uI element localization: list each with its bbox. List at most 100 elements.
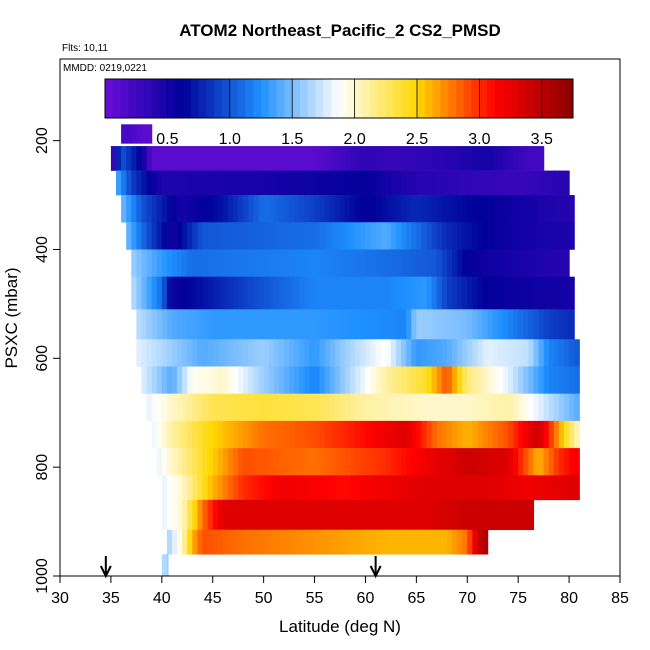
heatmap-cell [268, 448, 275, 476]
heatmap-cell [396, 276, 402, 310]
heatmap-cell [207, 475, 214, 501]
heatmap-cell [457, 529, 463, 555]
heatmap-cell [319, 529, 326, 555]
heatmap-cell [431, 170, 438, 196]
heatmap-cell [538, 249, 545, 277]
heatmap-cell [345, 170, 351, 196]
heatmap-cell [365, 195, 372, 223]
heatmap-cell [553, 276, 560, 310]
heatmap-cell [569, 309, 575, 340]
heatmap-cell [202, 393, 209, 422]
heatmap-cell [253, 475, 260, 501]
heatmap-cell [177, 393, 183, 422]
heatmap-cell [202, 448, 209, 476]
heatmap-cell [156, 339, 163, 367]
heatmap-cell [548, 222, 555, 250]
heatmap-cell [248, 448, 255, 476]
heatmap-cell [401, 499, 407, 531]
heatmap-cell [278, 448, 285, 476]
heatmap-cell [151, 170, 158, 196]
heatmap-cell [380, 499, 387, 531]
heatmap-cell [263, 499, 270, 531]
heatmap-cell [452, 146, 458, 171]
colorbar-segment [190, 79, 200, 118]
heatmap-cell [243, 499, 249, 531]
heatmap-cell [192, 222, 199, 250]
heatmap-cell [228, 309, 234, 340]
heatmap-cell [457, 309, 463, 340]
heatmap-cell [222, 309, 229, 340]
heatmap-cell [284, 420, 290, 449]
heatmap-cell [380, 309, 387, 340]
heatmap-cell [299, 499, 305, 531]
heatmap-cell [538, 195, 545, 223]
heatmap-cell [161, 249, 168, 277]
heatmap-cell [350, 195, 356, 223]
heatmap-cell [319, 366, 326, 394]
heatmap-cell [390, 249, 397, 277]
heatmap-cell [253, 366, 260, 394]
heatmap-cell [355, 249, 361, 277]
heatmap-cell [396, 393, 402, 422]
heatmap-cell [543, 170, 550, 196]
heatmap-cell [268, 529, 275, 555]
heatmap-cell [314, 309, 321, 340]
heatmap-cell [543, 276, 550, 310]
heatmap-cell [192, 475, 199, 501]
heatmap-cell [431, 339, 438, 367]
heatmap-cell [345, 366, 351, 394]
heatmap-cell [182, 276, 188, 310]
heatmap-cell [192, 195, 199, 223]
heatmap-cell [533, 195, 540, 223]
heatmap-cell [396, 420, 402, 449]
heatmap-cell [406, 170, 412, 196]
heatmap-cell [370, 195, 377, 223]
heatmap-cell [207, 499, 214, 531]
heatmap-cell [177, 339, 183, 367]
heatmap-cell [467, 339, 473, 367]
heatmap-cell [151, 420, 158, 449]
colorbar-segment [557, 79, 566, 118]
heatmap-cell [482, 448, 489, 476]
heatmap-cell [177, 420, 183, 449]
heatmap-cell [528, 499, 535, 531]
heatmap-cell [217, 222, 224, 250]
heatmap-cell [513, 249, 519, 277]
heatmap-cell [278, 309, 285, 340]
heatmap-cell [548, 309, 555, 340]
heatmap-cell [289, 448, 295, 476]
heatmap-cell [558, 339, 565, 367]
heatmap-cell [462, 529, 468, 555]
heatmap-cell [528, 420, 535, 449]
heatmap-cell [309, 475, 316, 501]
heatmap-cell [278, 499, 285, 531]
heatmap-cell [502, 393, 509, 422]
heatmap-cell [334, 475, 341, 501]
heatmap-cell [151, 309, 158, 340]
heatmap-cell [314, 475, 321, 501]
heatmap-cell [492, 475, 499, 501]
colorbar-segment [128, 79, 137, 118]
heatmap-cell [421, 276, 428, 310]
heatmap-cell [497, 195, 504, 223]
heatmap-cell [370, 475, 377, 501]
heatmap-cell [202, 249, 209, 277]
heatmap-cell [207, 195, 214, 223]
heatmap-cell [375, 393, 382, 422]
heatmap-cell [350, 276, 356, 310]
heatmap-cell [477, 309, 484, 340]
heatmap-cell [390, 309, 397, 340]
heatmap-cell [528, 393, 535, 422]
heatmap-cell [202, 146, 209, 171]
heatmap-cell [340, 339, 346, 367]
heatmap-cell [487, 170, 494, 196]
heatmap-cell [360, 366, 367, 394]
heatmap-cell [141, 339, 148, 367]
heatmap-cell [467, 448, 473, 476]
heatmap-cell [146, 146, 153, 171]
heatmap-cell [421, 475, 428, 501]
heatmap-cell [513, 393, 519, 422]
colorbar-segment [331, 79, 340, 118]
heatmap-cell [558, 170, 565, 196]
heatmap-cell [334, 195, 341, 223]
